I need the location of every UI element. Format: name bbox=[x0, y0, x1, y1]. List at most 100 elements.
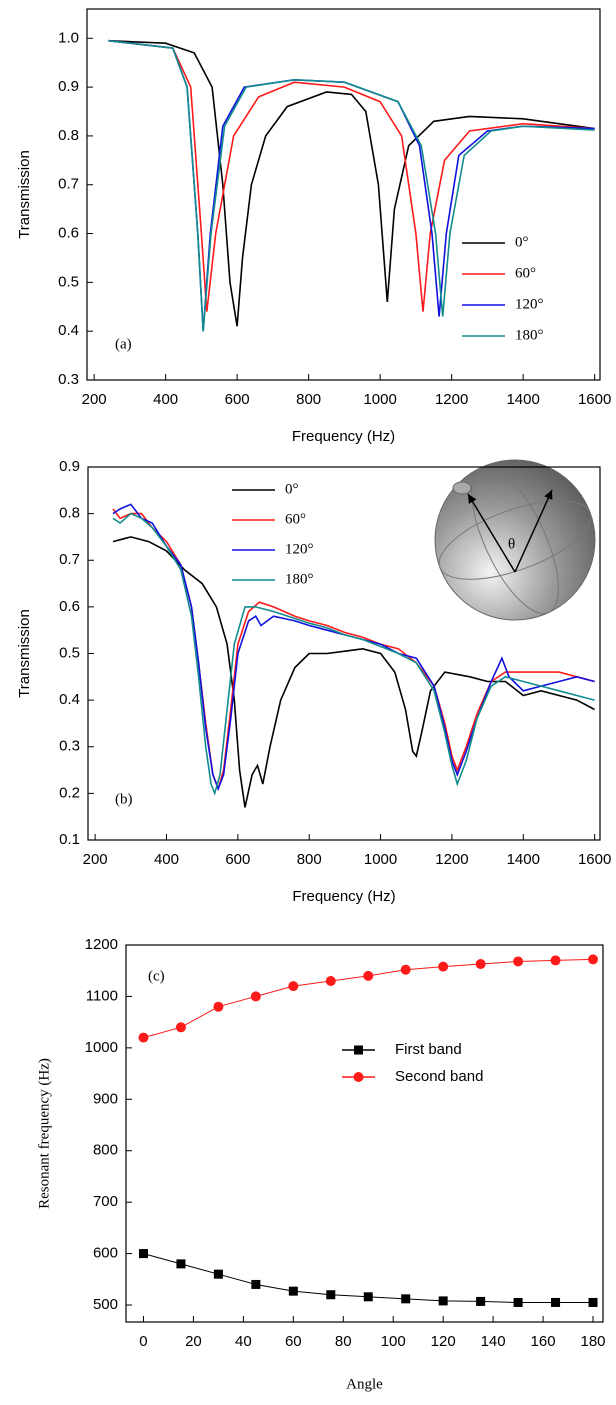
series-line bbox=[108, 39, 595, 312]
y-tick-label: 0.5 bbox=[59, 644, 80, 661]
chart-panel: 200 400 600 800 1000 1200 1400 1600 1.0 0.9 0.8 0.7… bbox=[16, 8, 611, 445]
x-tick-label: 800 bbox=[296, 391, 321, 408]
x-tick-label: 180 bbox=[580, 1333, 605, 1350]
data-point bbox=[288, 981, 299, 992]
x-tick-label: 40 bbox=[235, 1333, 252, 1350]
plot-frame bbox=[125, 944, 604, 1323]
data-point bbox=[588, 954, 599, 965]
y-tick-label: 0.9 bbox=[59, 458, 80, 475]
data-point bbox=[401, 1294, 411, 1304]
series-line bbox=[112, 512, 595, 796]
x-tick-label: 600 bbox=[225, 391, 250, 408]
panel-label: (c) bbox=[148, 968, 165, 984]
x-tick-label: 1200 bbox=[435, 391, 468, 408]
y-tick-label: 0.9 bbox=[58, 78, 79, 95]
data-point bbox=[475, 959, 486, 970]
x-tick-label: 1400 bbox=[506, 391, 539, 408]
data-point bbox=[550, 955, 561, 966]
legend-label: 0° bbox=[285, 481, 299, 497]
x-tick-label: 800 bbox=[297, 851, 322, 868]
data-point bbox=[513, 1297, 523, 1307]
y-tick-label: 0.1 bbox=[59, 831, 80, 848]
plot-frame bbox=[86, 8, 601, 381]
legend-label: 120° bbox=[285, 541, 314, 557]
chart-panel: 0 20 40 60 80 100 120 140 160 180 1200 1100 1000 900 8… bbox=[36, 936, 605, 1392]
series-line bbox=[112, 536, 595, 808]
panel-label: (a) bbox=[115, 336, 132, 352]
y-tick-label: 0.8 bbox=[59, 505, 80, 522]
x-tick-label: 1600 bbox=[578, 391, 611, 408]
x-tick-label: 1600 bbox=[578, 851, 611, 868]
y-tick-label: 0.5 bbox=[58, 273, 79, 290]
legend-label: First band bbox=[395, 1041, 462, 1058]
data-point bbox=[326, 1290, 336, 1300]
y-tick-label: 0.3 bbox=[58, 371, 79, 388]
x-tick-label: 200 bbox=[83, 851, 108, 868]
x-tick-label: 160 bbox=[531, 1333, 556, 1350]
data-point bbox=[551, 1297, 561, 1307]
y-tick-label: 0.2 bbox=[59, 784, 80, 801]
series-line bbox=[112, 503, 595, 791]
y-tick-label: 700 bbox=[93, 1193, 118, 1210]
series-line bbox=[108, 39, 595, 327]
y-axis-label: Resonant frequency (Hz) bbox=[36, 1058, 52, 1209]
data-point bbox=[138, 1032, 149, 1043]
data-point bbox=[476, 1296, 486, 1306]
x-tick-label: 100 bbox=[381, 1333, 406, 1350]
data-point bbox=[438, 1296, 448, 1306]
chart-panel: 200 400 600 800 1000 1200 1400 1600 0.9 0.8 0.7 0.6… bbox=[16, 458, 611, 905]
y-tick-label: 900 bbox=[93, 1090, 118, 1107]
y-tick-label: 1000 bbox=[85, 1039, 118, 1056]
x-tick-label: 0 bbox=[139, 1333, 147, 1350]
data-point bbox=[138, 1249, 148, 1259]
x-tick-label: 80 bbox=[335, 1333, 352, 1350]
x-axis-label: Frequency (Hz) bbox=[292, 888, 395, 905]
x-tick-label: 400 bbox=[153, 391, 178, 408]
legend-label: Second band bbox=[395, 1068, 483, 1085]
y-tick-label: 0.3 bbox=[59, 738, 80, 755]
data-point bbox=[213, 1001, 224, 1012]
data-point bbox=[363, 1292, 373, 1302]
x-tick-label: 200 bbox=[82, 391, 107, 408]
legend-label: 180° bbox=[515, 327, 544, 343]
y-tick-label: 0.4 bbox=[58, 322, 79, 339]
legend-label: 120° bbox=[515, 296, 544, 312]
data-point bbox=[588, 1297, 598, 1307]
data-point bbox=[251, 1279, 261, 1289]
x-axis-label: Frequency (Hz) bbox=[292, 428, 395, 445]
data-point bbox=[353, 1072, 364, 1082]
x-tick-label: 1000 bbox=[363, 391, 396, 408]
y-tick-label: 600 bbox=[93, 1245, 118, 1262]
y-tick-label: 1200 bbox=[85, 936, 118, 953]
y-tick-label: 0.4 bbox=[59, 691, 80, 708]
y-tick-label: 0.6 bbox=[59, 598, 80, 615]
data-point bbox=[175, 1022, 186, 1033]
data-point bbox=[400, 964, 411, 975]
data-point bbox=[288, 1286, 298, 1296]
data-point bbox=[513, 956, 524, 967]
y-tick-label: 0.7 bbox=[58, 176, 79, 193]
y-axis-label: Transmission bbox=[16, 609, 33, 698]
data-point bbox=[176, 1259, 186, 1269]
x-tick-label: 120 bbox=[431, 1333, 456, 1350]
panel-label: (b) bbox=[115, 791, 133, 807]
x-tick-label: 1000 bbox=[364, 851, 397, 868]
x-tick-label: 400 bbox=[154, 851, 179, 868]
x-tick-label: 20 bbox=[185, 1333, 202, 1350]
inset-label: θ bbox=[508, 536, 515, 552]
data-point bbox=[438, 961, 449, 972]
y-tick-label: 0.7 bbox=[59, 551, 80, 568]
y-tick-label: 500 bbox=[93, 1296, 118, 1313]
data-point bbox=[250, 991, 261, 1002]
data-point bbox=[363, 970, 374, 981]
y-tick-label: 800 bbox=[93, 1142, 118, 1159]
x-axis-label: Angle bbox=[346, 1376, 383, 1392]
legend-label: 60° bbox=[285, 511, 306, 527]
x-tick-label: 600 bbox=[225, 851, 250, 868]
data-point bbox=[354, 1045, 363, 1055]
x-tick-label: 140 bbox=[481, 1333, 506, 1350]
y-tick-label: 0.8 bbox=[58, 127, 79, 144]
data-point bbox=[325, 976, 336, 987]
y-axis-label: Transmission bbox=[16, 150, 33, 239]
